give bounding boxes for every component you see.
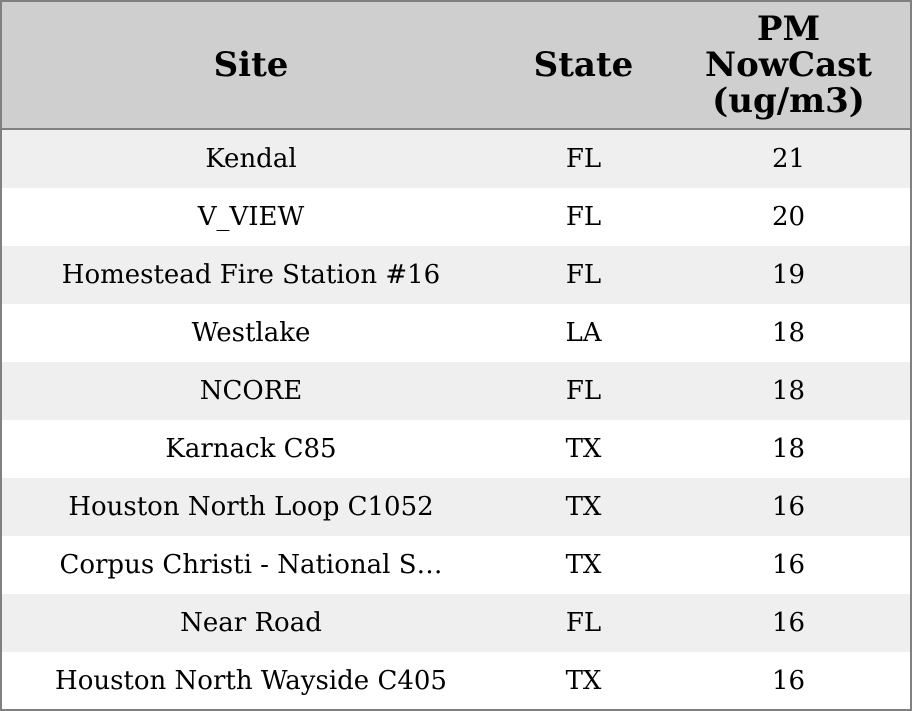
table-row: Houston North Wayside C405 TX 16 <box>2 652 910 710</box>
table-cell: FL <box>500 362 667 420</box>
table-cell: Houston North Loop C1052 <box>2 478 500 536</box>
table-cell: 18 <box>771 434 806 464</box>
table-row: Westlake LA 18 <box>2 304 910 362</box>
header-row: Site State PM NowCast (ug/m3) <box>2 2 910 130</box>
table-row: Corpus Christi - National S… TX 16 <box>2 536 910 594</box>
table-row: NCORE FL 18 <box>2 362 910 420</box>
table-cell: Homestead Fire Station #16 <box>2 246 500 304</box>
table-cell: 16 <box>771 550 806 580</box>
table-cell: Karnack C85 <box>165 434 337 464</box>
table-cell: FL <box>500 594 667 652</box>
table-cell: NCORE <box>2 362 500 420</box>
table-cell: 16 <box>667 478 910 536</box>
table-cell: V_VIEW <box>197 202 305 232</box>
table-row: Homestead Fire Station #16 FL 19 <box>2 246 910 304</box>
table-cell: FL <box>565 202 602 232</box>
column-header: Site <box>2 2 500 130</box>
table-row: Kendal FL 21 <box>2 129 910 188</box>
table-cell: Corpus Christi - National S… <box>59 550 443 580</box>
table-row: Near Road FL 16 <box>2 594 910 652</box>
table-cell: Kendal <box>2 129 500 188</box>
column-header: State <box>500 2 667 130</box>
table-cell: 18 <box>667 362 910 420</box>
table-row: Houston North Loop C1052 TX 16 <box>2 478 910 536</box>
table-cell: 21 <box>667 129 910 188</box>
table-cell: 20 <box>771 202 806 232</box>
table-cell: TX <box>500 478 667 536</box>
table-cell: 19 <box>667 246 910 304</box>
table-cell: Near Road <box>2 594 500 652</box>
table-row: Karnack C85 TX 18 <box>2 420 910 478</box>
table-cell: TX <box>565 550 602 580</box>
table-row: V_VIEW FL 20 <box>2 188 910 246</box>
table-cell: TX <box>565 666 602 696</box>
table-cell: LA <box>565 318 602 348</box>
table-cell: 16 <box>667 594 910 652</box>
table-cell: 18 <box>771 318 806 348</box>
column-header: PM NowCast (ug/m3) <box>667 2 910 130</box>
table-cell: 16 <box>771 666 806 696</box>
table-cell: Westlake <box>191 318 311 348</box>
table-cell: FL <box>500 129 667 188</box>
table-cell: Houston North Wayside C405 <box>55 666 447 696</box>
table-cell: FL <box>500 246 667 304</box>
table-cell: TX <box>565 434 602 464</box>
